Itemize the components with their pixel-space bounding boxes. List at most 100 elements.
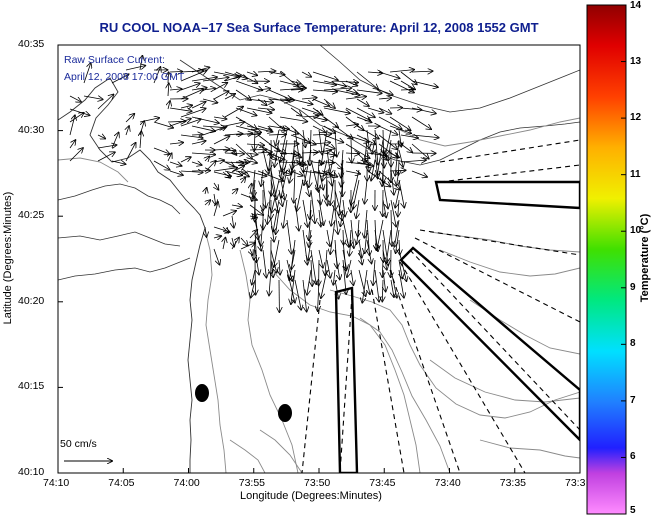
bathymetry-contours xyxy=(58,117,580,473)
current-vector xyxy=(373,259,375,285)
current-vector xyxy=(389,125,411,133)
current-vector xyxy=(323,116,338,127)
current-vector xyxy=(168,101,170,110)
current-vector xyxy=(367,72,382,73)
current-vector xyxy=(270,249,277,273)
current-vector xyxy=(383,269,386,291)
current-vector xyxy=(382,279,383,301)
colorbar-tick-label: 13 xyxy=(630,55,642,67)
current-vector xyxy=(252,269,255,284)
current-vector xyxy=(191,125,215,131)
current-vector xyxy=(378,125,397,135)
site-marker xyxy=(195,384,209,402)
current-vector xyxy=(310,249,316,284)
current-vector xyxy=(345,134,369,142)
current-vector xyxy=(341,159,343,187)
current-vector xyxy=(312,90,337,92)
current-vector xyxy=(334,249,340,279)
current-vector xyxy=(249,230,257,239)
current-vector xyxy=(262,249,266,277)
current-vector xyxy=(323,98,335,108)
current-vector xyxy=(383,199,386,217)
current-vector xyxy=(271,259,273,277)
current-vector xyxy=(347,259,352,277)
y-tick-label: 40:30 xyxy=(18,123,45,136)
current-vector xyxy=(191,116,219,123)
current-vector xyxy=(83,63,91,84)
current-vector xyxy=(232,215,234,228)
current-vector xyxy=(327,259,330,278)
current-vectors xyxy=(69,56,439,312)
current-vector xyxy=(180,70,207,82)
current-vector xyxy=(202,77,229,82)
x-tick-label: 73:55 xyxy=(238,477,266,489)
current-vector xyxy=(191,162,202,165)
current-vector xyxy=(345,124,358,126)
current-vector xyxy=(398,269,404,298)
x-tick-label: 73:50 xyxy=(304,477,331,489)
current-vector xyxy=(224,107,243,118)
current-vector xyxy=(249,149,267,150)
current-vector xyxy=(321,269,328,298)
current-vector xyxy=(411,116,431,129)
current-vector xyxy=(280,129,288,162)
current-vector xyxy=(367,279,370,294)
current-vector xyxy=(97,135,105,139)
current-vector xyxy=(180,119,201,127)
current-vector xyxy=(69,148,83,162)
current-vector xyxy=(213,91,229,100)
current-vector xyxy=(411,71,432,72)
colorbar-tick-label: 8 xyxy=(630,338,636,350)
current-vector xyxy=(167,121,185,122)
current-vector xyxy=(224,170,242,175)
current-vector xyxy=(371,159,376,180)
current-vector xyxy=(222,160,234,166)
current-vector xyxy=(343,199,345,216)
current-vector xyxy=(342,259,346,294)
x-tick-label: 73:40 xyxy=(434,477,461,489)
current-vector xyxy=(213,71,239,77)
current-vector xyxy=(286,219,292,254)
current-vector xyxy=(319,189,321,204)
current-vector xyxy=(69,140,75,149)
current-vector xyxy=(391,169,394,195)
current-vector xyxy=(272,179,280,213)
colorbar-tick-label: 14 xyxy=(630,0,642,11)
current-vector xyxy=(310,189,315,223)
current-vector xyxy=(275,139,280,167)
current-vector xyxy=(389,116,411,130)
current-vector xyxy=(126,126,129,136)
current-vector xyxy=(411,135,439,138)
current-vector xyxy=(111,74,129,84)
current-vector xyxy=(224,122,244,127)
map-plot-area xyxy=(58,45,580,473)
current-vector xyxy=(301,71,311,77)
current-vector xyxy=(335,129,337,157)
current-vector xyxy=(268,99,289,101)
current-vector xyxy=(358,219,359,236)
x-tick-label: 74:00 xyxy=(173,477,200,489)
current-vector xyxy=(345,90,357,93)
current-vector xyxy=(274,239,280,267)
current-vector xyxy=(359,249,362,264)
current-vector xyxy=(386,229,392,263)
current-vector xyxy=(83,96,103,99)
current-vector xyxy=(240,172,249,177)
current-vector xyxy=(249,216,256,217)
current-vector xyxy=(125,114,134,123)
current-vector xyxy=(268,134,286,135)
current-vector xyxy=(169,89,181,90)
current-vector xyxy=(235,133,253,135)
current-vector xyxy=(356,125,379,139)
current-vector xyxy=(345,80,357,86)
y-tick-label: 40:20 xyxy=(18,294,45,307)
current-vector xyxy=(397,169,399,185)
current-vector xyxy=(205,188,207,195)
current-vector xyxy=(205,226,207,237)
current-vector xyxy=(391,209,392,246)
current-vector xyxy=(378,98,391,99)
current-vector xyxy=(191,102,206,109)
current-vector xyxy=(388,139,391,160)
current-vector xyxy=(153,160,170,170)
current-vector xyxy=(250,184,252,195)
